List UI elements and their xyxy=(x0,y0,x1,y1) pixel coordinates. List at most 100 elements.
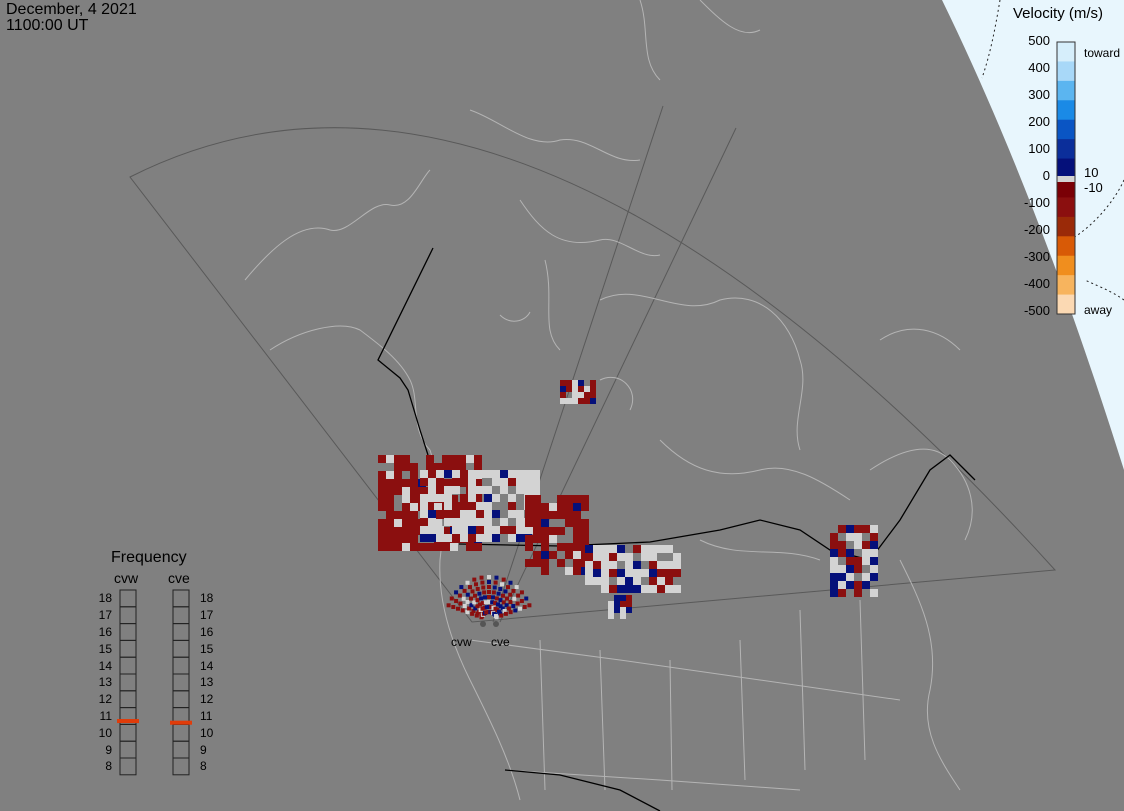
backscatter-cell xyxy=(426,463,434,471)
backscatter-cell xyxy=(657,585,665,593)
backscatter-cell xyxy=(442,527,450,535)
backscatter-cell xyxy=(444,486,452,494)
backscatter-cell xyxy=(494,615,499,620)
backscatter-cell xyxy=(452,470,460,478)
backscatter-cell xyxy=(527,603,532,608)
backscatter-cell xyxy=(601,545,609,553)
colorbar-low-velocity-band xyxy=(1057,176,1075,182)
backscatter-cell xyxy=(649,577,657,585)
backscatter-cell xyxy=(565,551,573,559)
frequency-box xyxy=(172,740,190,759)
backscatter-cell xyxy=(508,580,513,585)
backscatter-cell xyxy=(460,494,468,502)
backscatter-cell xyxy=(565,543,573,551)
backscatter-cell xyxy=(460,534,468,542)
backscatter-cell xyxy=(473,593,477,598)
backscatter-cell xyxy=(609,545,617,553)
backscatter-cell xyxy=(428,486,436,494)
backscatter-cell xyxy=(633,569,641,577)
backscatter-cell xyxy=(386,495,394,503)
backscatter-cell xyxy=(476,518,484,526)
backscatter-cell xyxy=(572,398,578,404)
backscatter-cell xyxy=(402,511,410,519)
backscatter-cell xyxy=(830,573,838,581)
backscatter-cell xyxy=(608,601,614,607)
backscatter-cell xyxy=(494,575,499,580)
backscatter-cell xyxy=(402,519,410,527)
backscatter-cell xyxy=(519,599,524,603)
backscatter-cell xyxy=(601,569,609,577)
backscatter-cell xyxy=(410,511,418,519)
backscatter-cell xyxy=(442,455,450,463)
backscatter-cell xyxy=(870,549,878,557)
backscatter-cell xyxy=(518,606,523,611)
backscatter-cell xyxy=(854,533,862,541)
backscatter-cell xyxy=(838,589,846,597)
backscatter-cell xyxy=(492,585,497,590)
frequency-level-label: 12 xyxy=(200,692,214,707)
backscatter-cell xyxy=(838,573,846,581)
backscatter-cell xyxy=(830,549,838,557)
backscatter-cell xyxy=(502,609,507,613)
backscatter-cell xyxy=(525,543,533,551)
backscatter-cell xyxy=(522,605,527,610)
backscatter-cell xyxy=(846,533,854,541)
backscatter-cell xyxy=(516,486,524,494)
backscatter-cell xyxy=(573,527,581,535)
backscatter-cell xyxy=(830,589,838,597)
backscatter-cell xyxy=(394,543,402,551)
backscatter-cell xyxy=(442,479,450,487)
backscatter-cell xyxy=(487,605,491,609)
frequency-box xyxy=(119,740,137,759)
velocity-tick-label: 400 xyxy=(1028,60,1050,75)
frequency-box xyxy=(119,639,137,658)
backscatter-cell xyxy=(573,535,581,543)
backscatter-cell xyxy=(468,494,476,502)
backscatter-cell xyxy=(838,565,846,573)
backscatter-cell xyxy=(459,585,464,590)
backscatter-cell xyxy=(452,510,460,518)
colorbar-segment xyxy=(1057,42,1075,62)
frequency-level-label: 16 xyxy=(98,625,112,639)
backscatter-cell xyxy=(525,495,533,503)
backscatter-cell xyxy=(476,486,484,494)
backscatter-cell xyxy=(466,543,474,551)
backscatter-cell xyxy=(525,503,533,511)
backscatter-cell xyxy=(434,487,442,495)
backscatter-cell xyxy=(452,526,460,534)
backscatter-cell xyxy=(498,586,503,591)
backscatter-cell xyxy=(479,596,484,601)
backscatter-cell xyxy=(426,503,434,511)
backscatter-cell xyxy=(402,503,410,511)
backscatter-cell xyxy=(378,535,386,543)
backscatter-cell xyxy=(468,534,476,542)
backscatter-cell xyxy=(854,541,862,549)
backscatter-cell xyxy=(434,519,442,527)
backscatter-cell xyxy=(557,527,565,535)
backscatter-cell xyxy=(474,495,482,503)
backscatter-cell xyxy=(862,573,870,581)
backscatter-cell xyxy=(508,526,516,534)
backscatter-cell xyxy=(541,551,549,559)
backscatter-cell xyxy=(402,527,410,535)
backscatter-cell xyxy=(436,510,444,518)
backscatter-cell xyxy=(641,553,649,561)
backscatter-cell xyxy=(641,545,649,553)
backscatter-cell xyxy=(484,494,492,502)
backscatter-cell xyxy=(492,526,500,534)
velocity-tick-label: -100 xyxy=(1023,195,1050,210)
backscatter-cell xyxy=(450,455,458,463)
backscatter-cell xyxy=(476,526,484,534)
frequency-level-label: 17 xyxy=(98,608,112,623)
backscatter-cell xyxy=(557,503,565,511)
backscatter-cell xyxy=(665,569,673,577)
backscatter-cell xyxy=(460,518,468,526)
colorbar-segment xyxy=(1057,61,1075,82)
backscatter-cell xyxy=(541,543,549,551)
frequency-level-label: 18 xyxy=(98,591,112,606)
backscatter-cell xyxy=(525,519,533,527)
velocity-tick-label: -400 xyxy=(1023,276,1050,291)
backscatter-cell xyxy=(541,527,549,535)
backscatter-cell xyxy=(444,502,452,510)
